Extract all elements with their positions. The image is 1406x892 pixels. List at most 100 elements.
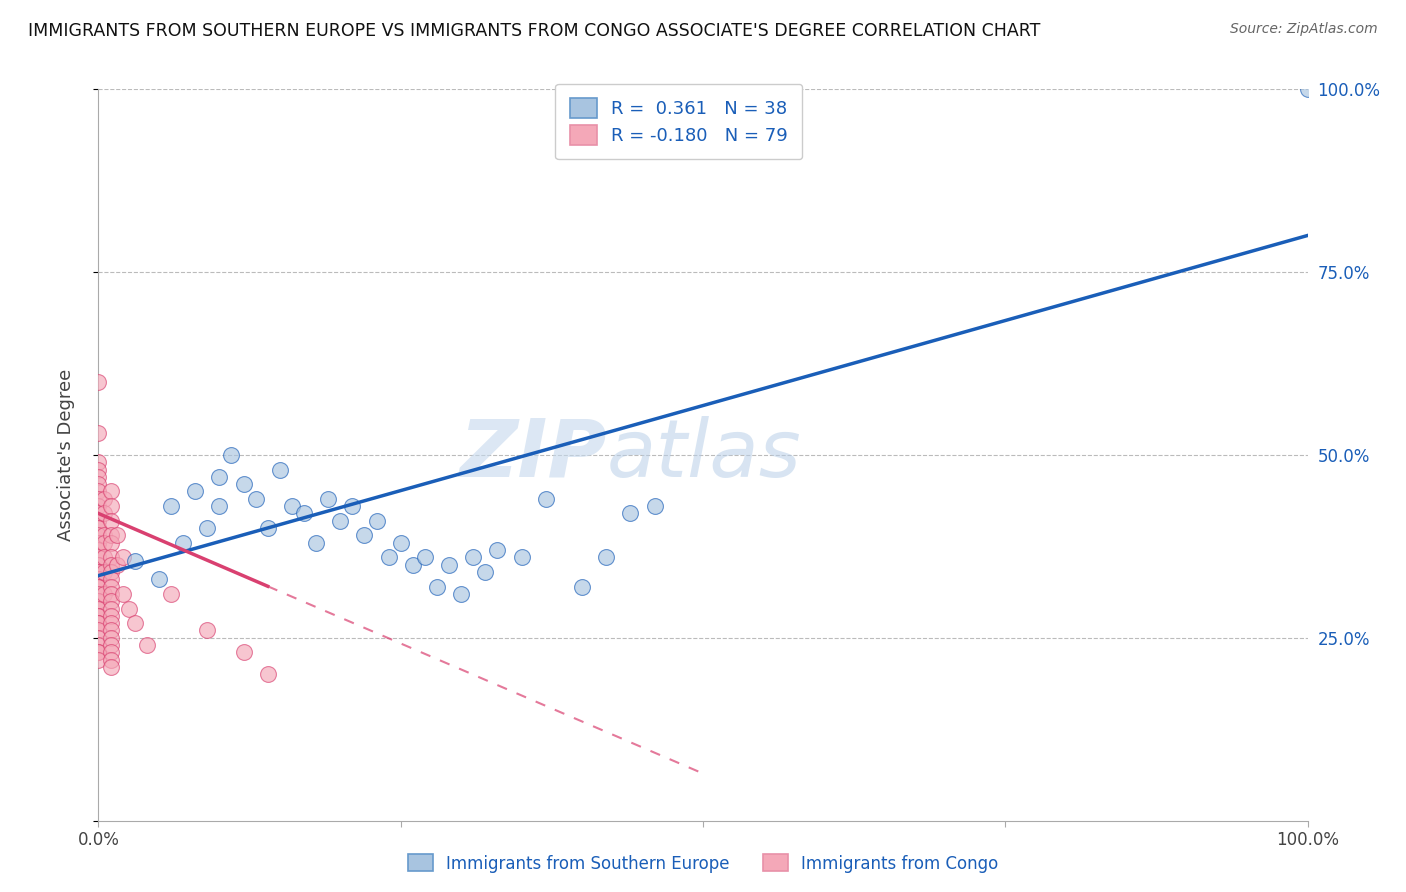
Point [450, 587, 472, 601]
Point [595, 550, 617, 565]
Point [571, 580, 593, 594]
Point [160, 499, 183, 513]
Point [426, 580, 449, 594]
Point [195, 624, 218, 638]
Point [402, 558, 425, 572]
Point [245, 491, 267, 506]
Point [87, 572, 110, 586]
Point [124, 616, 146, 631]
Point [87, 514, 110, 528]
Point [111, 550, 134, 565]
Point [87, 594, 110, 608]
Point [87, 638, 110, 652]
Point [292, 507, 315, 521]
Point [93, 587, 115, 601]
Point [437, 558, 460, 572]
Point [100, 484, 122, 499]
Point [195, 521, 218, 535]
Point [100, 616, 122, 631]
Point [105, 558, 128, 572]
Point [87, 455, 110, 469]
Point [87, 535, 110, 549]
Point [316, 491, 339, 506]
Point [93, 550, 115, 565]
Point [87, 587, 110, 601]
Point [100, 594, 122, 608]
Point [87, 521, 110, 535]
Point [87, 550, 110, 565]
Point [208, 470, 231, 484]
Point [100, 528, 122, 542]
Point [172, 535, 194, 549]
Point [256, 521, 278, 535]
Point [87, 507, 110, 521]
Point [87, 608, 110, 623]
Point [87, 601, 110, 615]
Point [100, 514, 122, 528]
Point [93, 565, 115, 579]
Point [1296, 82, 1319, 96]
Point [87, 425, 110, 440]
Point [87, 653, 110, 667]
Point [100, 608, 122, 623]
Point [100, 572, 122, 586]
Point [87, 565, 110, 579]
Point [463, 550, 485, 565]
Point [100, 653, 122, 667]
Point [124, 554, 146, 568]
Point [87, 499, 110, 513]
Point [474, 565, 496, 579]
Point [87, 645, 110, 659]
Point [208, 499, 231, 513]
Point [221, 448, 243, 462]
Point [87, 608, 110, 623]
Point [87, 375, 110, 389]
Point [100, 624, 122, 638]
Point [87, 624, 110, 638]
Point [269, 462, 291, 476]
Text: atlas: atlas [606, 416, 801, 494]
Point [510, 550, 533, 565]
Point [87, 477, 110, 491]
Point [87, 616, 110, 631]
Point [87, 565, 110, 579]
Point [100, 499, 122, 513]
Point [256, 667, 278, 681]
Point [135, 638, 157, 652]
Point [87, 491, 110, 506]
Point [105, 528, 128, 542]
Point [111, 587, 134, 601]
Point [100, 601, 122, 615]
Point [87, 535, 110, 549]
Point [377, 550, 399, 565]
Point [87, 521, 110, 535]
Point [87, 462, 110, 476]
Point [366, 514, 388, 528]
Point [100, 638, 122, 652]
Point [87, 558, 110, 572]
Point [353, 528, 375, 542]
Point [87, 580, 110, 594]
Point [87, 528, 110, 542]
Point [100, 587, 122, 601]
Point [118, 601, 141, 615]
Point [100, 558, 122, 572]
Point [184, 484, 207, 499]
Point [486, 543, 509, 558]
Y-axis label: Associate's Degree: Associate's Degree [56, 368, 75, 541]
Point [87, 645, 110, 659]
Point [329, 514, 352, 528]
Text: IMMIGRANTS FROM SOUTHERN EUROPE VS IMMIGRANTS FROM CONGO ASSOCIATE'S DEGREE CORR: IMMIGRANTS FROM SOUTHERN EUROPE VS IMMIG… [28, 22, 1040, 40]
Point [93, 535, 115, 549]
Point [619, 507, 641, 521]
Point [100, 580, 122, 594]
Point [413, 550, 436, 565]
Point [93, 528, 115, 542]
Point [644, 499, 666, 513]
Point [87, 572, 110, 586]
Point [87, 558, 110, 572]
Point [93, 507, 115, 521]
Point [100, 550, 122, 565]
Point [281, 499, 304, 513]
Point [160, 587, 183, 601]
